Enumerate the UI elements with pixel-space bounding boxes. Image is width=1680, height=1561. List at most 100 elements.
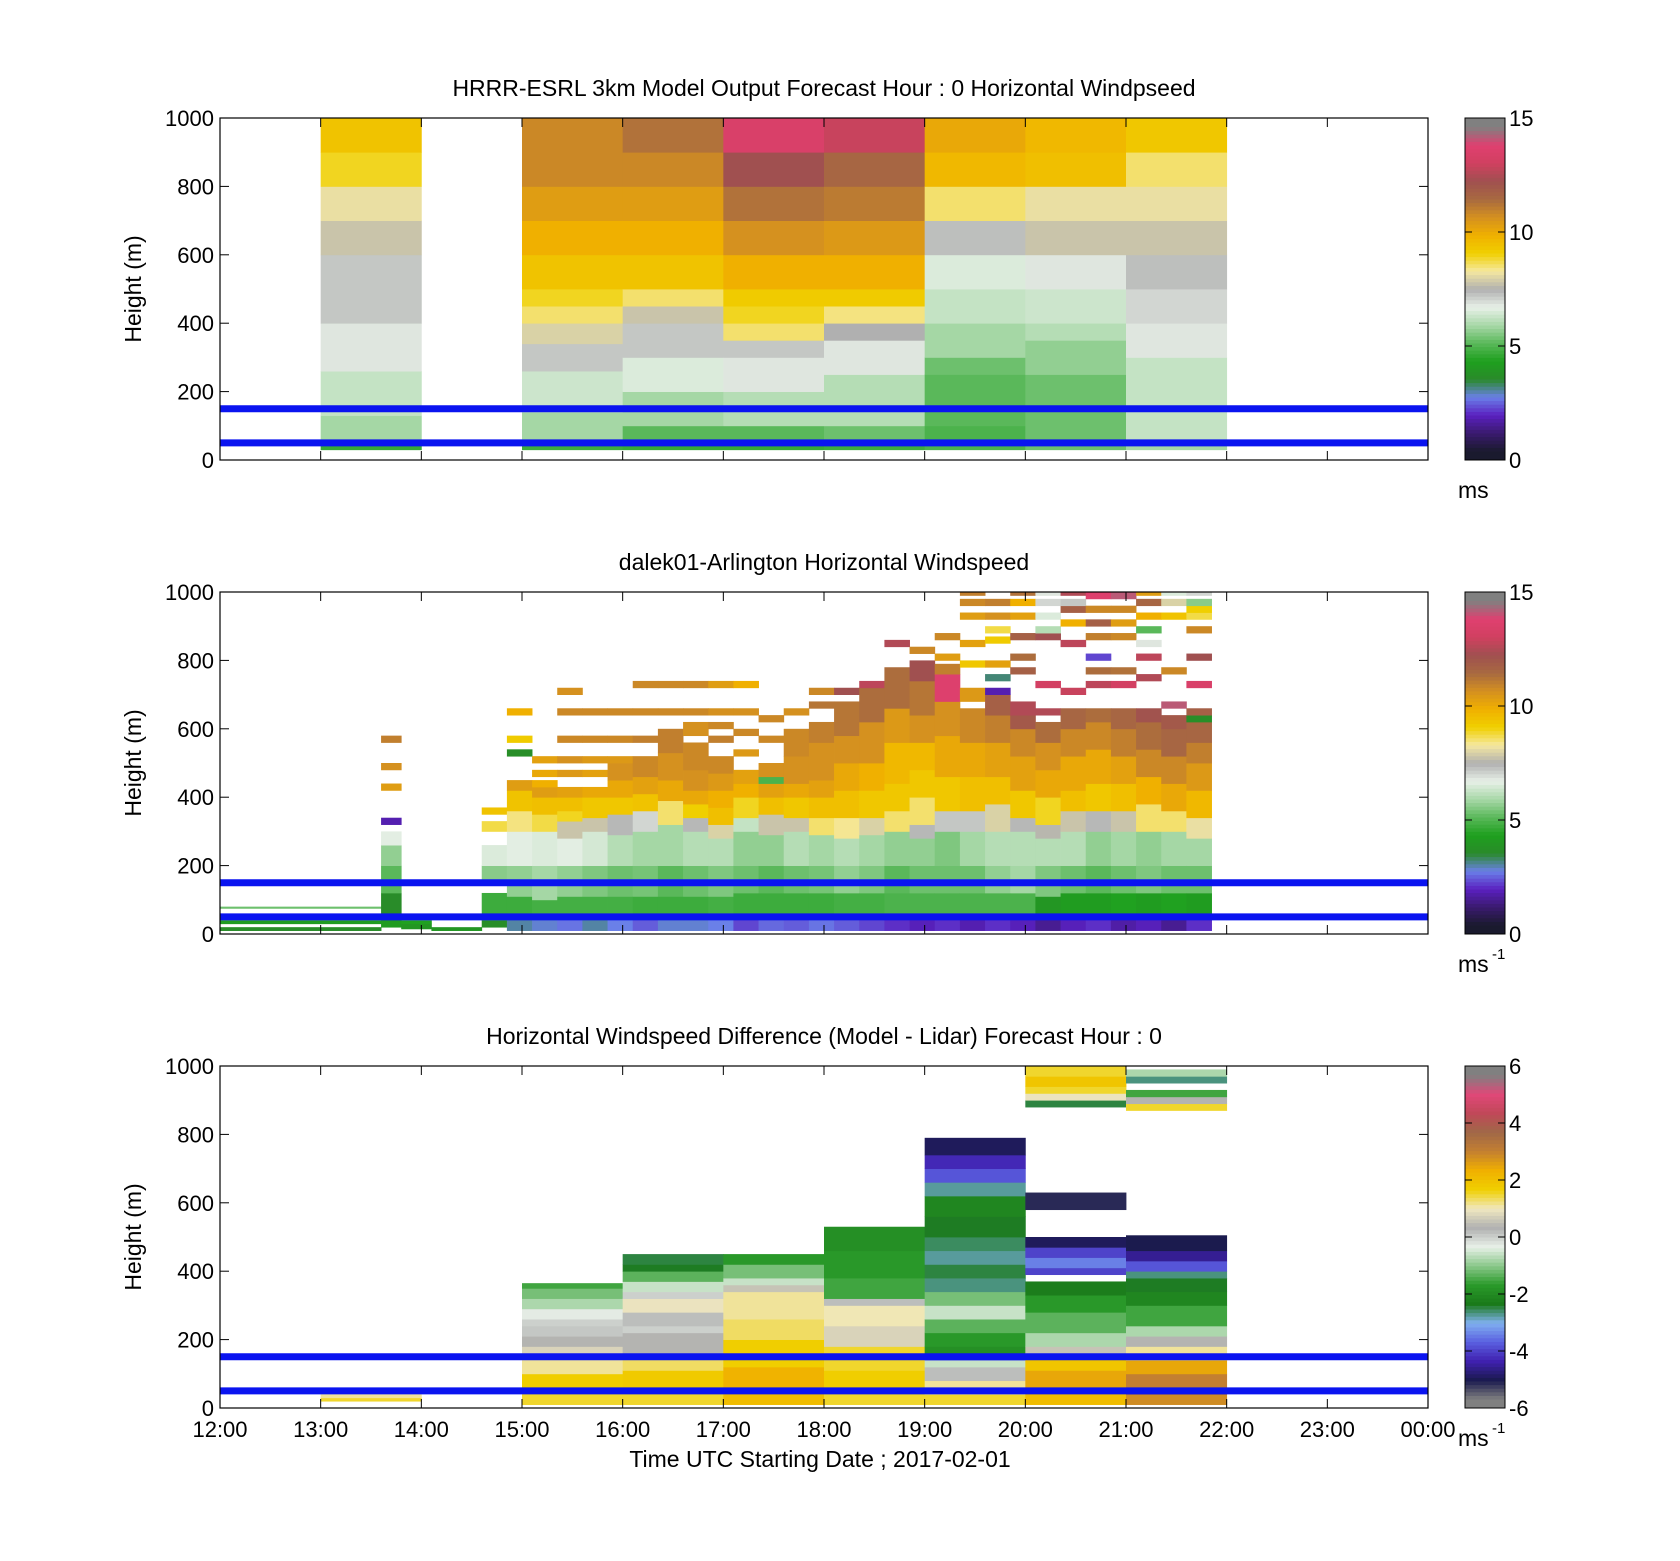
heatmap-cell — [522, 254, 624, 290]
heatmap-cell — [582, 786, 608, 798]
colorbar-band — [1465, 921, 1505, 926]
colorbar-band — [1465, 213, 1505, 218]
heatmap-cell — [506, 916, 533, 931]
colorbar-band — [1465, 1283, 1505, 1288]
heatmap-cell — [632, 708, 659, 716]
colorbar-band — [1465, 1377, 1505, 1382]
heatmap-cell — [1035, 598, 1061, 607]
heatmap-cell — [1035, 721, 1061, 743]
heatmap-cell — [859, 721, 885, 764]
heatmap-cell — [859, 687, 885, 723]
colorbar-band — [1465, 1384, 1505, 1389]
heatmap-cell — [1010, 598, 1036, 607]
y-tick-label: 600 — [177, 717, 214, 742]
heatmap-cell — [557, 786, 583, 798]
colorbar-band — [1465, 1330, 1505, 1335]
heatmap-cell — [632, 776, 659, 795]
colorbar-band — [1465, 1323, 1505, 1328]
heatmap-cell — [934, 701, 961, 737]
heatmap-cell — [532, 756, 558, 764]
heatmap-cell — [1136, 916, 1162, 931]
colorbar-band — [1465, 145, 1505, 150]
colorbar-band — [1465, 881, 1505, 886]
colorbar-band — [1465, 224, 1505, 229]
colorbar: 0 5 10 15 ms — [1458, 106, 1533, 503]
heatmap-cell — [909, 646, 936, 654]
heatmap-cell — [557, 838, 583, 866]
heatmap-cell — [1110, 892, 1137, 918]
heatmap-cell — [506, 790, 533, 812]
heatmap-cell — [657, 780, 684, 802]
colorbar-band — [1465, 1082, 1505, 1087]
heatmap-cell — [909, 742, 936, 771]
heatmap-cell — [824, 1325, 926, 1347]
heatmap-cell — [834, 701, 860, 737]
colorbar-band — [1465, 709, 1505, 714]
colorbar-band — [1465, 1291, 1505, 1296]
heatmap-cell — [708, 773, 734, 791]
colorbar-band — [1465, 698, 1505, 703]
heatmap-cell — [1060, 790, 1087, 812]
heatmap-cell — [733, 708, 759, 716]
heatmap-cell — [481, 821, 508, 832]
heatmap-cell — [723, 186, 825, 221]
heatmap-cell — [522, 306, 624, 324]
heatmap-cell — [1025, 1247, 1127, 1258]
colorbar-band — [1465, 608, 1505, 613]
colorbar-band — [1465, 249, 1505, 254]
heatmap-cell — [1010, 715, 1036, 730]
heatmap-cell — [859, 834, 885, 866]
heatmap-cell — [1060, 605, 1087, 613]
heatmap-cell — [1186, 598, 1212, 607]
colorbar-band — [1465, 871, 1505, 876]
colorbar-tick-label: 6 — [1509, 1054, 1521, 1079]
heatmap-cell — [985, 831, 1011, 866]
heatmap-cell — [824, 254, 926, 290]
y-tick-label: 600 — [177, 1191, 214, 1216]
heatmap-cell — [924, 357, 1026, 375]
heatmap-cell — [1126, 1360, 1228, 1375]
chart-title: dalek01-Arlington Horizontal Windspeed — [619, 549, 1029, 575]
colorbar-band — [1465, 651, 1505, 656]
colorbar-band — [1465, 1197, 1505, 1202]
heatmap-cell — [683, 742, 709, 771]
x-tick-label: 19:00 — [897, 1417, 952, 1442]
heatmap-cell — [824, 306, 926, 324]
heatmap-cell — [1186, 763, 1212, 791]
heatmap-cell — [959, 592, 986, 596]
colorbar-band — [1465, 314, 1505, 319]
colorbar-band — [1465, 1107, 1505, 1112]
heatmap-cell — [381, 845, 402, 866]
colorbar-band — [1465, 278, 1505, 283]
colorbar-band — [1465, 325, 1505, 330]
colorbar-band — [1465, 375, 1505, 380]
heatmap-cell — [985, 674, 1011, 682]
heatmap-cell — [522, 220, 624, 256]
heatmap-cell — [1186, 680, 1212, 689]
colorbar-band — [1465, 1395, 1505, 1400]
heatmap-cell — [909, 916, 936, 931]
colorbar-band — [1465, 303, 1505, 308]
colorbar-band — [1465, 274, 1505, 279]
colorbar-band — [1465, 878, 1505, 883]
heatmap-cell — [522, 1336, 624, 1347]
colorbar-band — [1465, 141, 1505, 146]
colorbar-band — [1465, 619, 1505, 624]
heatmap-cell — [1085, 783, 1112, 812]
heatmap-cell — [1186, 592, 1212, 596]
heatmap-cell — [1010, 790, 1036, 819]
heatmap-cell — [683, 680, 709, 689]
heatmap-cell — [1126, 357, 1228, 440]
colorbar-band — [1465, 669, 1505, 674]
colorbar-band — [1465, 404, 1505, 409]
heatmap-cell — [622, 220, 724, 256]
colorbar-band — [1465, 217, 1505, 222]
heatmap-cell — [1136, 776, 1162, 805]
colorbar-band — [1465, 687, 1505, 692]
colorbar-band — [1465, 195, 1505, 200]
colorbar-band — [1465, 163, 1505, 168]
colorbar-band — [1465, 1262, 1505, 1267]
heatmap-cell — [532, 899, 558, 918]
heatmap-cell — [924, 1154, 1026, 1169]
colorbar-band — [1465, 1316, 1505, 1321]
